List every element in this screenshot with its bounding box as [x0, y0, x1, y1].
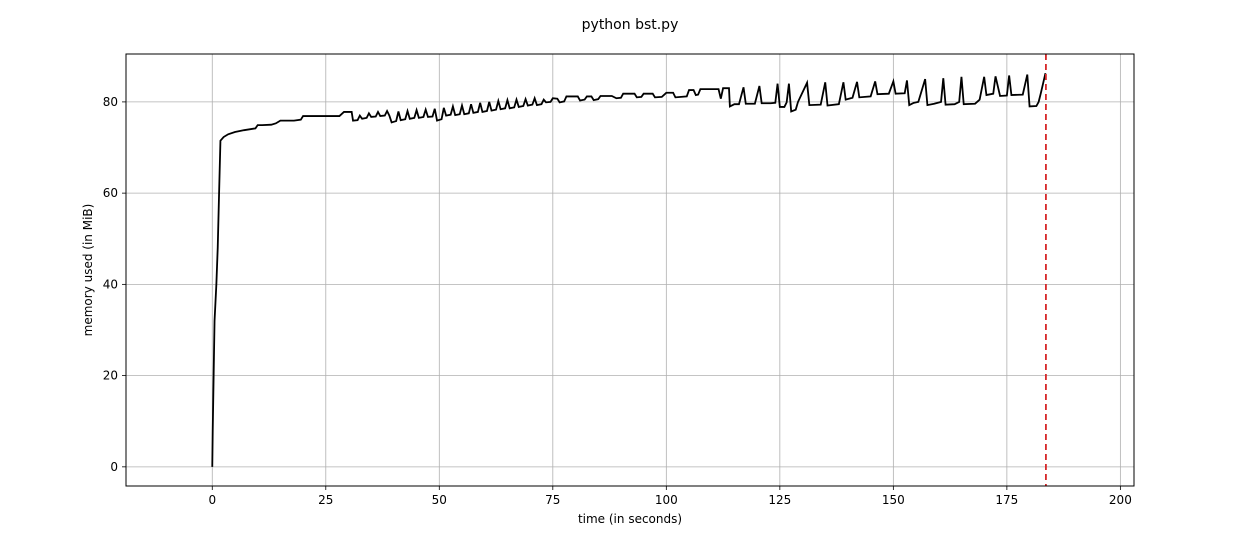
x-axis-ticks: 0 25 50 75 100 125 150 175 200 [208, 486, 1132, 507]
x-tick-label: 150 [882, 493, 905, 507]
y-axis-label: memory used (in MiB) [81, 204, 95, 337]
x-tick-label: 0 [208, 493, 216, 507]
x-tick-label: 125 [768, 493, 791, 507]
y-tick-label: 40 [103, 277, 118, 291]
x-tick-label: 200 [1109, 493, 1132, 507]
x-tick-label: 50 [432, 493, 447, 507]
x-tick-label: 75 [545, 493, 560, 507]
chart-title: python bst.py [582, 17, 679, 33]
y-tick-label: 60 [103, 186, 118, 200]
x-tick-label: 100 [655, 493, 678, 507]
x-axis-label: time (in seconds) [578, 512, 682, 526]
x-tick-label: 175 [995, 493, 1018, 507]
plot-frame [125, 53, 1135, 487]
y-axis-ticks: 0 20 40 60 80 [103, 95, 126, 474]
y-tick-label: 20 [103, 369, 118, 383]
grid [126, 54, 1134, 486]
x-tick-label: 25 [318, 493, 333, 507]
y-tick-label: 80 [103, 95, 118, 109]
memory-series-line [211, 72, 1047, 467]
y-tick-label: 0 [110, 460, 118, 474]
